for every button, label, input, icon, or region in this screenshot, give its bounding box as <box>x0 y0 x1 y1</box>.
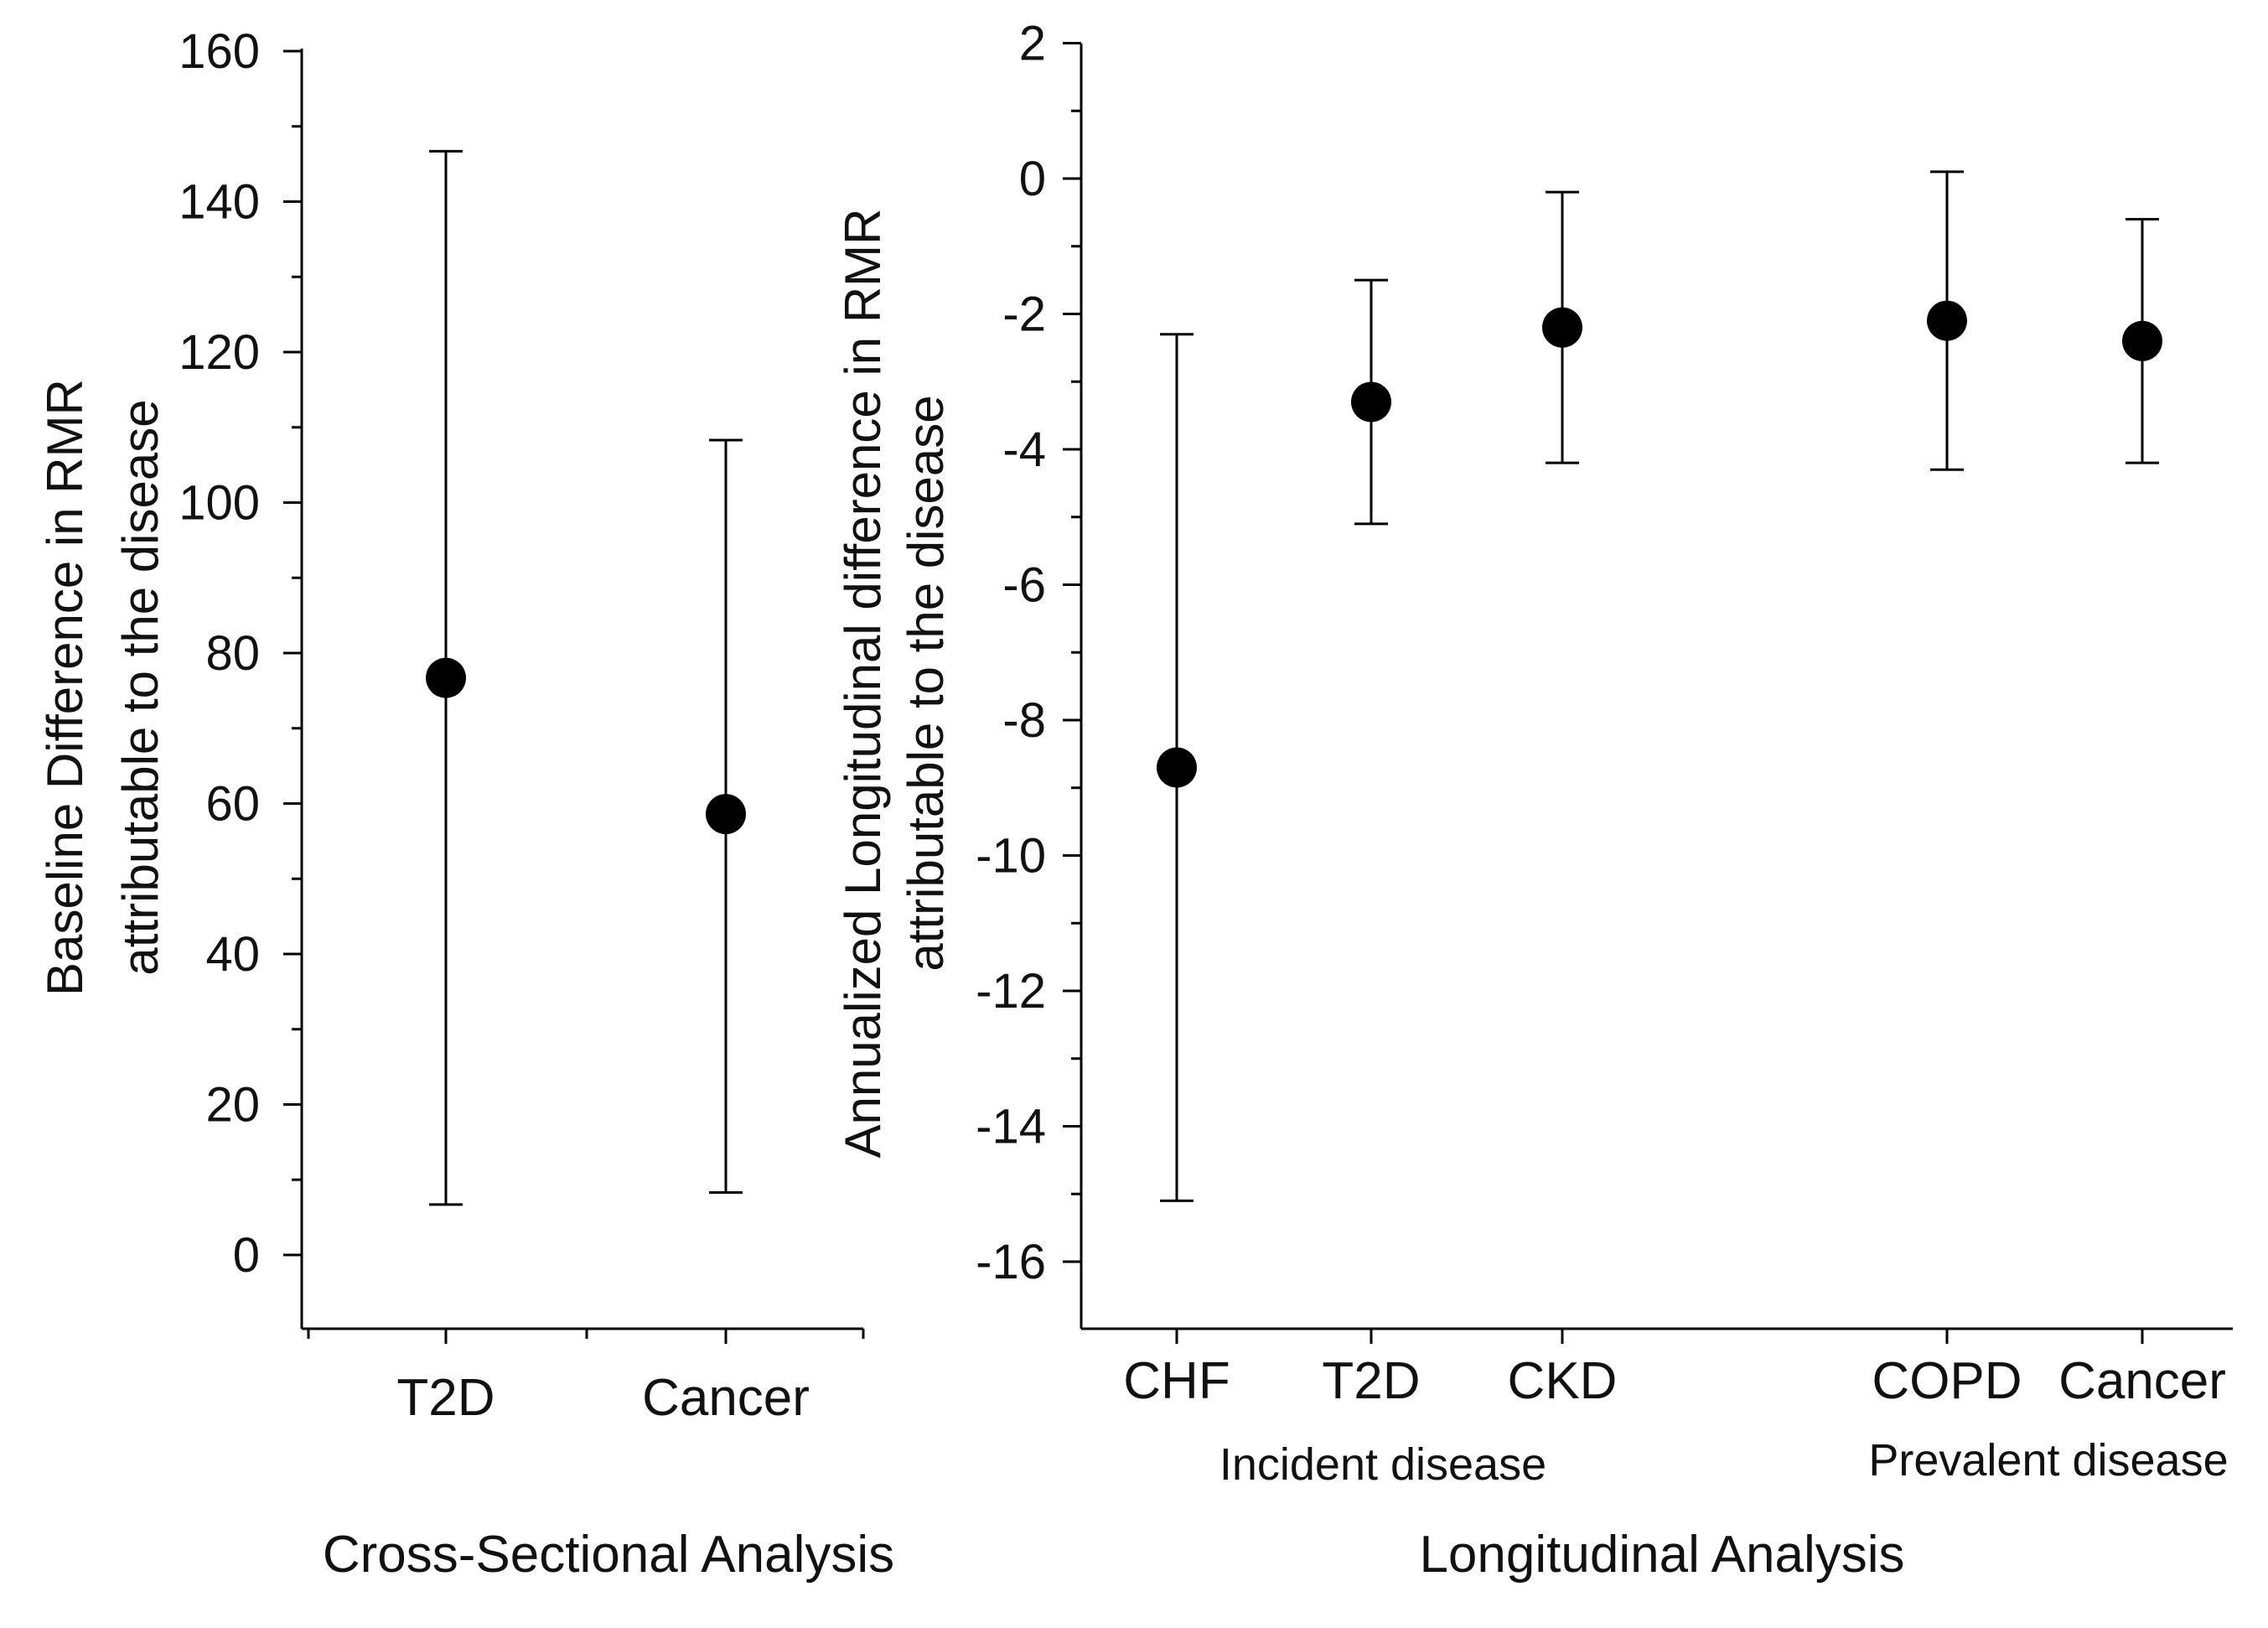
right-point-cancer <box>2122 320 2162 361</box>
group-label-prevalent: Prevalent disease <box>1868 1435 2228 1485</box>
longitudinal-axes: 2 0 -2 -4 -6 -8 -10 -12 -14 -16 CHF T2D CKD COPD Cance… <box>976 17 2233 1410</box>
cross-sectional-title: Cross-Sectional Analysis <box>323 1526 894 1584</box>
cross-sectional-axes: 0 20 40 60 80 100 120 140 160 T2D Cancer <box>179 24 865 1427</box>
left-point-cancer <box>706 794 746 835</box>
left-category-label: T2D <box>396 1369 495 1427</box>
right-category-label: T2D <box>1322 1352 1420 1410</box>
right-category-label: CKD <box>1508 1352 1618 1410</box>
right-point-ckd <box>1542 307 1582 348</box>
right-point-chf <box>1157 747 1197 788</box>
longitudinal-ylabel-line1: Annualized Longitudinal difference in RM… <box>835 209 891 1159</box>
left-y-tick-label: 140 <box>179 175 260 230</box>
right-category-label: Cancer <box>2058 1352 2226 1410</box>
right-category-label: COPD <box>1872 1352 2022 1410</box>
right-y-tick-label: 0 <box>1019 152 1046 206</box>
left-y-tick-label: 20 <box>205 1078 260 1133</box>
right-category-label: CHF <box>1123 1352 1230 1410</box>
left-y-tick-label: 100 <box>179 476 260 531</box>
left-y-tick-label: 80 <box>205 626 260 681</box>
right-y-tick-label: -6 <box>1002 558 1046 613</box>
group-label-incident: Incident disease <box>1219 1439 1546 1490</box>
right-point-t2d <box>1351 381 1391 423</box>
left-y-tick-label: 0 <box>233 1228 260 1283</box>
right-y-tick-label: -12 <box>976 964 1046 1019</box>
cross-sectional-marks <box>426 149 746 1206</box>
left-y-tick-label: 160 <box>179 24 260 79</box>
cross-sectional-panel: 0 20 40 60 80 100 120 140 160 T2D Cancer Baseline … <box>37 24 894 1584</box>
left-y-tick-label: 60 <box>205 777 260 832</box>
cross-sectional-ylabel-line2: attributable to the disease <box>112 399 168 975</box>
longitudinal-title: Longitudinal Analysis <box>1419 1526 1904 1584</box>
left-point-t2d <box>426 657 466 698</box>
left-y-tick-label: 40 <box>205 927 260 982</box>
right-point-copd <box>1927 300 1967 341</box>
cross-sectional-ylabel-line1: Baseline Difference in RMR <box>37 379 93 996</box>
right-y-tick-label: -2 <box>1002 288 1046 342</box>
right-y-tick-label: -14 <box>976 1100 1046 1154</box>
longitudinal-ylabel-line2: attributable to the disease <box>898 395 954 971</box>
longitudinal-panel: 2 0 -2 -4 -6 -8 -10 -12 -14 -16 CHF T2D CKD COPD Cance… <box>835 17 2233 1584</box>
right-y-tick-label: 2 <box>1019 17 1046 71</box>
right-y-tick-label: -10 <box>976 829 1046 884</box>
longitudinal-marks <box>1157 170 2162 1202</box>
right-y-tick-label: -16 <box>976 1235 1046 1289</box>
left-y-tick-label: 120 <box>179 325 260 380</box>
right-y-tick-label: -4 <box>1002 423 1046 477</box>
right-y-tick-label: -8 <box>1002 693 1046 748</box>
left-category-label: Cancer <box>642 1369 810 1427</box>
